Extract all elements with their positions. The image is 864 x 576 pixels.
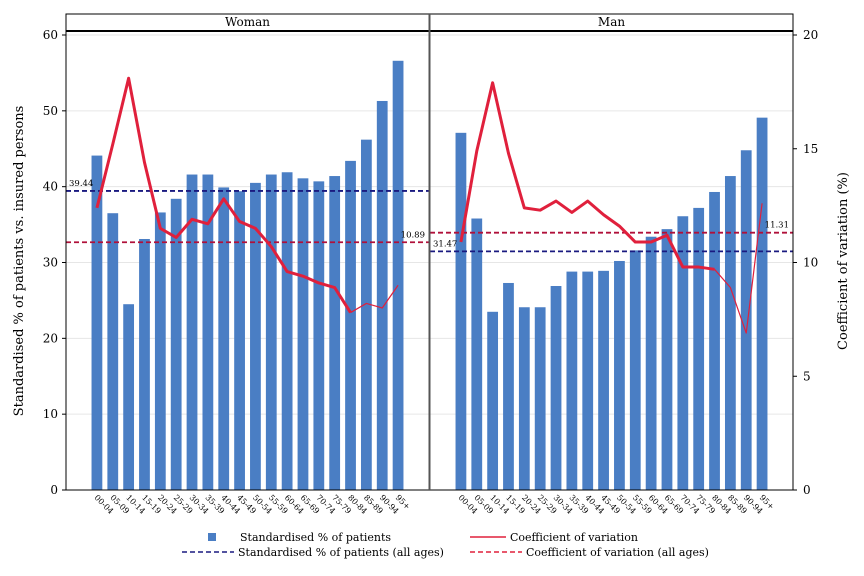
bar	[534, 307, 546, 490]
y-left-tick-label: 40	[43, 180, 58, 194]
legend-item: Standardised % of patients (all ages)	[182, 546, 444, 559]
cv-line-thin	[714, 203, 763, 334]
panel-man: Man00-0405-0910-1415-1920-2425-2930-3435…	[429, 13, 794, 516]
y-right-tick-label: 10	[803, 256, 818, 270]
bar	[139, 238, 150, 490]
bar	[265, 174, 277, 491]
legend-label: Standardised % of patients (all ages)	[238, 546, 444, 559]
panel-title: Woman	[225, 15, 270, 29]
cv-line-thin	[350, 284, 399, 314]
bar	[677, 216, 689, 490]
bar	[91, 155, 103, 490]
bar	[202, 174, 214, 491]
avg-pct-label: 31.47	[433, 239, 457, 249]
avg-cv-label: 10.89	[401, 230, 425, 240]
y-left-tick-label: 0	[50, 483, 58, 497]
y-left-axis-label: Standardised % of patients vs. insured p…	[12, 106, 27, 417]
bar	[471, 218, 483, 490]
cv-line	[459, 81, 715, 271]
bar	[250, 182, 261, 490]
bar	[756, 117, 768, 491]
panel-title: Man	[598, 15, 625, 29]
bar	[123, 304, 135, 490]
bar	[582, 271, 594, 490]
bar	[740, 150, 752, 490]
legend-swatch-square	[208, 533, 216, 541]
bar	[503, 282, 514, 490]
cv-line	[95, 76, 352, 314]
bar	[154, 212, 166, 490]
bar	[170, 198, 182, 491]
bar	[186, 174, 198, 491]
bar	[281, 172, 293, 490]
bar	[313, 181, 325, 490]
y-right-tick-label: 5	[803, 369, 811, 383]
bar	[614, 260, 625, 490]
legend: Standardised % of patients Coefficient of…	[182, 531, 709, 559]
y-right-tick-label: 0	[803, 483, 811, 497]
bar	[518, 307, 530, 490]
bar	[329, 176, 341, 491]
bar	[661, 229, 673, 490]
legend-item: Standardised % of patients	[208, 531, 391, 544]
y-left-tick-label: 10	[43, 407, 58, 421]
legend-label: Standardised % of patients	[240, 531, 391, 544]
bar	[629, 250, 641, 490]
y-right-tick-label: 15	[803, 142, 818, 156]
bar	[392, 60, 404, 491]
bar	[376, 100, 388, 490]
panel-woman: Woman00-0405-0910-1415-1920-2425-2930-34…	[65, 13, 430, 516]
legend-label: Coefficient of variation	[510, 531, 638, 544]
bar	[487, 311, 499, 490]
bar	[550, 286, 562, 490]
bar	[345, 160, 356, 490]
legend-label: Coefficient of variation (all ages)	[526, 546, 709, 559]
y-right-axis-label: Coefficient of variation (%)	[836, 172, 851, 350]
bar	[724, 176, 736, 491]
y-left-tick-label: 50	[43, 104, 58, 118]
y-left-tick-label: 30	[43, 256, 58, 270]
bar	[218, 187, 230, 491]
bar	[297, 178, 309, 490]
bar	[234, 191, 245, 490]
bar	[455, 132, 467, 490]
legend-item: Coefficient of variation (all ages)	[470, 546, 709, 559]
avg-pct-label: 39.44	[69, 179, 93, 189]
legend-item: Coefficient of variation	[470, 531, 638, 544]
panels: Woman00-0405-0910-1415-1920-2425-2930-34…	[65, 13, 794, 516]
bar	[566, 271, 578, 490]
bar	[709, 191, 720, 490]
axes: 0 10 20 30 40 50 60 0 5 10 15 20	[43, 13, 818, 497]
bar	[107, 213, 119, 491]
y-right-tick-label: 20	[803, 28, 818, 42]
bar	[360, 139, 372, 490]
bar	[693, 207, 705, 490]
bar	[598, 270, 609, 490]
y-left-tick-label: 60	[43, 28, 58, 42]
y-left-tick-label: 20	[43, 331, 58, 345]
avg-cv-label: 11.31	[765, 221, 789, 231]
bar	[645, 236, 657, 490]
